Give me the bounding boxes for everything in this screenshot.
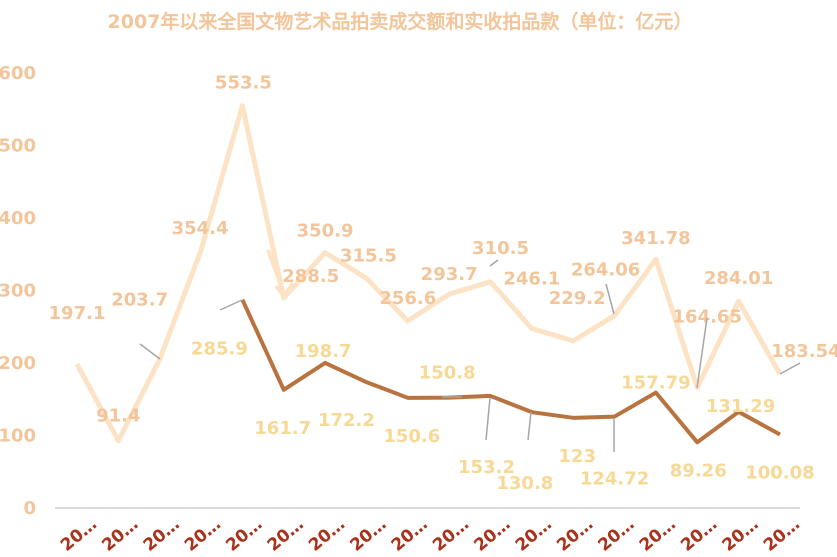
data-label: 341.78	[621, 228, 690, 249]
data-label: 229.2	[549, 288, 606, 309]
x-tick-label: 20…	[222, 514, 266, 555]
data-label: 315.5	[340, 245, 397, 266]
data-label: 264.06	[571, 260, 640, 281]
data-label: 203.7	[111, 289, 168, 310]
data-label: 161.7	[254, 418, 311, 439]
x-tick-label: 20…	[98, 514, 142, 555]
x-tick-label: 20…	[388, 514, 432, 555]
y-tick-label: 500	[0, 136, 36, 157]
data-label: 153.2	[458, 457, 515, 478]
leader-line	[219, 299, 243, 311]
series-line-1	[74, 103, 783, 444]
data-label: 288.5	[282, 266, 339, 287]
data-label: 131.29	[706, 396, 775, 417]
data-label: 246.1	[503, 269, 560, 290]
data-label: 310.5	[472, 238, 529, 259]
x-tick-label: 20…	[470, 514, 514, 555]
data-label: 172.2	[318, 410, 375, 431]
arrow-annotation	[266, 249, 295, 300]
x-tick-label: 20…	[760, 514, 804, 555]
x-tick-label: 20…	[429, 514, 473, 555]
data-label: 285.9	[191, 339, 248, 360]
y-tick-label: 400	[0, 208, 36, 229]
y-tick-label: 600	[0, 63, 36, 84]
x-tick-label: 20…	[719, 514, 763, 555]
leader-line	[696, 317, 708, 389]
x-tick-label: 20…	[346, 514, 390, 555]
y-tick-label: 200	[0, 353, 36, 374]
data-label: 91.4	[96, 406, 140, 427]
x-tick-label: 20…	[140, 514, 184, 555]
leader-line	[489, 259, 499, 267]
leader-line	[527, 411, 532, 441]
data-label: 124.72	[580, 469, 649, 490]
data-label: 89.26	[670, 460, 727, 481]
series-line-2	[240, 298, 781, 445]
y-tick-label: 300	[0, 281, 36, 302]
data-label: 164.65	[673, 307, 742, 328]
x-tick-label: 20…	[512, 514, 556, 555]
x-tick-label: 20…	[677, 514, 721, 555]
data-label: 150.8	[419, 363, 476, 384]
data-label: 100.08	[745, 462, 814, 483]
data-label: 284.01	[704, 268, 773, 289]
data-label: 553.5	[215, 73, 272, 94]
x-tick-label: 20…	[305, 514, 349, 555]
leader-line	[605, 283, 615, 315]
x-tick-label: 20…	[595, 514, 639, 555]
data-label: 183.54	[771, 341, 837, 362]
data-label: 130.8	[496, 473, 553, 494]
data-label: 350.9	[297, 221, 354, 242]
leader-line	[485, 397, 491, 441]
data-label: 157.79	[621, 373, 690, 394]
data-label: 293.7	[421, 264, 478, 285]
y-tick-label: 100	[0, 426, 36, 447]
x-tick-label: 20…	[636, 514, 680, 555]
leader-line	[139, 343, 161, 360]
data-label: 198.7	[295, 341, 352, 362]
data-label: 197.1	[49, 303, 106, 324]
x-tick-label: 20…	[181, 514, 225, 555]
y-tick-label: 0	[23, 498, 36, 519]
leader-line	[779, 362, 801, 375]
data-label: 354.4	[172, 218, 229, 239]
x-tick-label: 20…	[57, 514, 101, 555]
chart-title: 2007年以来全国文物艺术品拍卖成交额和实收拍品款（单位：亿元）	[107, 11, 693, 33]
x-tick-label: 20…	[264, 514, 308, 555]
data-label: 123	[558, 446, 596, 467]
data-label: 256.6	[379, 288, 436, 309]
data-label: 150.6	[383, 426, 440, 447]
x-tick-label: 20…	[553, 514, 597, 555]
